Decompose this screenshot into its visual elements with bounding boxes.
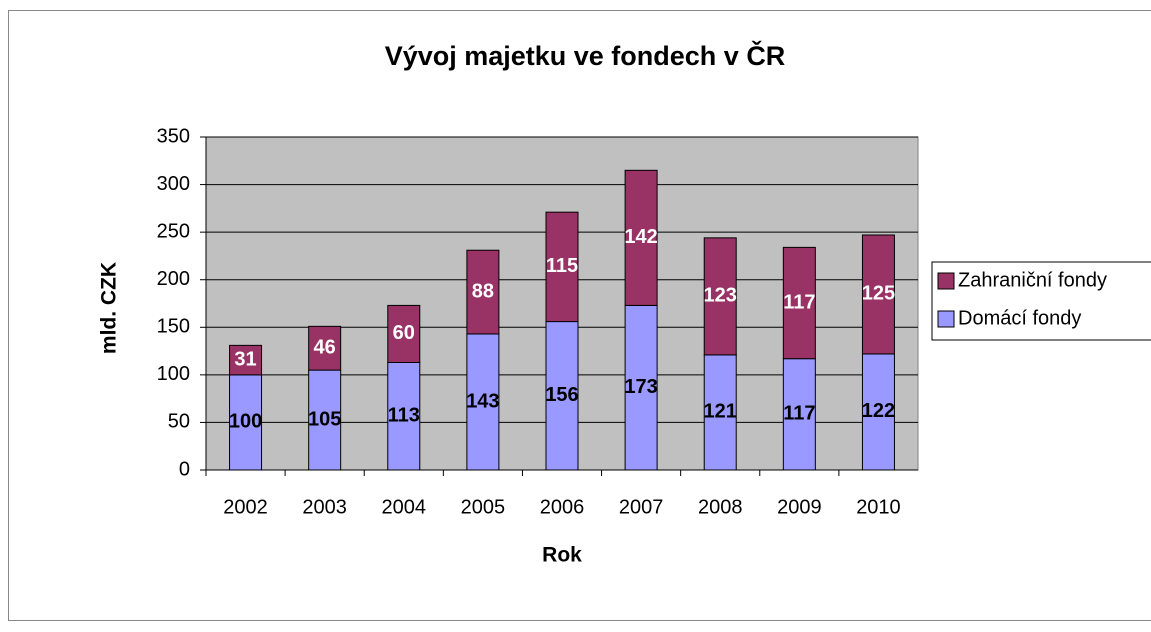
data-label: 100 — [229, 411, 262, 433]
x-tick-label: 2009 — [777, 496, 822, 518]
x-tick-label: 2007 — [619, 496, 664, 518]
data-label: 142 — [624, 226, 657, 248]
y-tick-label: 100 — [157, 363, 190, 385]
y-tick-label: 350 — [157, 125, 190, 147]
data-label: 117 — [783, 403, 815, 425]
bar-segment — [229, 374, 263, 471]
legend-box — [931, 261, 1151, 341]
x-tick-label: 2006 — [540, 496, 585, 518]
data-label: 121 — [704, 401, 737, 423]
y-tick-label: 200 — [157, 268, 190, 290]
bar-segment — [387, 304, 421, 363]
data-label: 143 — [466, 390, 499, 412]
bar-segment — [545, 321, 579, 471]
x-tick-label: 2002 — [223, 496, 268, 518]
y-tick-label: 50 — [168, 411, 190, 433]
bar-segment — [545, 211, 579, 323]
bar-segment — [782, 358, 816, 471]
data-label: 156 — [545, 384, 578, 406]
bar-segment — [308, 325, 342, 371]
data-label: 115 — [546, 255, 578, 277]
bar-segment — [624, 304, 658, 471]
data-label: 125 — [862, 283, 895, 305]
bar-segment — [861, 234, 895, 355]
data-label: 105 — [308, 408, 341, 430]
data-label: 122 — [862, 400, 895, 422]
y-tick-label: 250 — [157, 220, 190, 242]
data-label: 60 — [393, 322, 415, 344]
legend-label: Zahraniční fondy — [958, 269, 1107, 291]
y-tick-label: 150 — [157, 316, 190, 338]
bar-segment — [861, 353, 895, 471]
bar-segment — [782, 246, 816, 360]
y-tick-label: 300 — [157, 173, 190, 195]
data-label: 31 — [234, 348, 256, 370]
y-axis-title: mld. CZK — [98, 262, 121, 354]
legend-label: Domácí fondy — [958, 307, 1081, 329]
x-tick-label: 2008 — [698, 496, 743, 518]
bar-segment — [624, 169, 658, 306]
x-tick-label: 2003 — [302, 496, 347, 518]
legend-swatch — [937, 310, 955, 328]
x-tick-label: 2004 — [382, 496, 427, 518]
data-label: 123 — [704, 285, 737, 307]
x-tick-label: 2005 — [461, 496, 506, 518]
y-tick-label: 0 — [179, 458, 190, 480]
data-label: 46 — [314, 336, 336, 358]
x-axis-title: Rok — [542, 544, 582, 567]
bar-segment — [466, 249, 500, 335]
bar-segment — [229, 344, 263, 376]
data-label: 173 — [624, 376, 657, 398]
data-label: 88 — [472, 280, 494, 302]
legend-swatch — [937, 272, 955, 290]
x-tick-label: 2010 — [856, 496, 901, 518]
data-label: 113 — [388, 405, 420, 427]
bar-segment — [703, 237, 737, 356]
chart-title: Vývoj majetku ve fondech v ČR — [385, 40, 786, 71]
bar-segment — [703, 354, 737, 471]
data-label: 117 — [783, 291, 815, 313]
